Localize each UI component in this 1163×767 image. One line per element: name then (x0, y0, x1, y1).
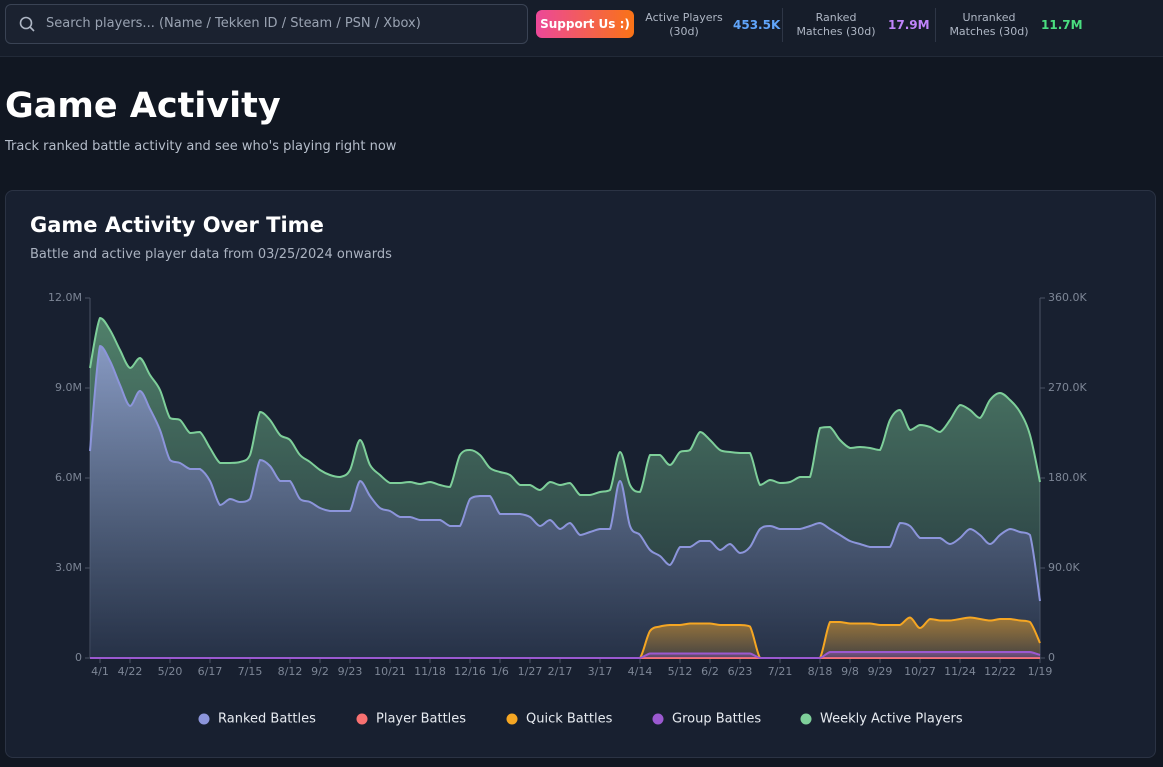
x-tick-label: 6/23 (728, 665, 753, 678)
stat-label: Unranked Matches (30d) (949, 11, 1029, 38)
stat-value: 453.5K (733, 18, 781, 32)
x-tick-label: 8/18 (808, 665, 833, 678)
legend-marker (800, 713, 812, 725)
stat-label: Ranked Matches (30d) (796, 11, 876, 38)
page-subtitle: Track ranked battle activity and see who… (5, 139, 397, 154)
x-tick-label: 5/12 (668, 665, 693, 678)
stat-label: Active Players (30d) (645, 11, 723, 38)
x-tick-label: 9/8 (841, 665, 859, 678)
stat: Ranked Matches (30d) 17.9M (792, 9, 930, 41)
search-placeholder: Search players... (Name / Tekken ID / St… (46, 16, 421, 31)
x-tick-label: 2/17 (548, 665, 573, 678)
legend-marker (506, 713, 518, 725)
chart-subtitle: Battle and active player data from 03/25… (30, 247, 392, 262)
y-tick-label: 12.0M (48, 291, 82, 304)
y2-tick-label: 360.0K (1048, 291, 1087, 304)
legend-label: Weekly Active Players (820, 712, 963, 727)
separator (935, 8, 936, 42)
x-tick-label: 5/20 (158, 665, 183, 678)
top-bar: Search players... (Name / Tekken ID / St… (0, 0, 1163, 57)
page-title: Game Activity (5, 86, 281, 126)
y-tick-label: 6.0M (55, 471, 82, 484)
search-box[interactable]: Search players... (Name / Tekken ID / St… (5, 4, 528, 44)
legend-label: Player Battles (376, 712, 466, 727)
x-tick-label: 10/21 (374, 665, 406, 678)
x-tick-label: 12/16 (454, 665, 486, 678)
x-tick-label: 7/15 (238, 665, 263, 678)
legend-label: Ranked Battles (218, 712, 316, 727)
x-tick-label: 4/14 (628, 665, 653, 678)
stat-value: 17.9M (888, 18, 930, 32)
x-tick-label: 1/27 (518, 665, 543, 678)
x-tick-label: 9/2 (311, 665, 329, 678)
y2-tick-label: 0 (1048, 651, 1055, 664)
x-tick-label: 7/21 (768, 665, 793, 678)
x-tick-label: 1/19 (1028, 665, 1053, 678)
line (89, 345, 1041, 602)
area (90, 346, 1040, 658)
legend-label: Quick Battles (526, 712, 613, 727)
stat: Unranked Matches (30d) 11.7M (945, 9, 1083, 41)
y-tick-label: 0 (75, 651, 82, 664)
search-icon (19, 16, 35, 32)
x-tick-label: 6/17 (198, 665, 223, 678)
line (89, 317, 1041, 496)
x-tick-label: 4/1 (91, 665, 109, 678)
legend-label: Group Battles (672, 712, 761, 727)
y2-tick-label: 180.0K (1048, 471, 1087, 484)
x-tick-label: 11/18 (414, 665, 446, 678)
separator (782, 8, 783, 42)
stat-value: 11.7M (1041, 18, 1083, 32)
y2-tick-label: 270.0K (1048, 381, 1087, 394)
chart-title: Game Activity Over Time (30, 213, 324, 237)
x-tick-label: 11/24 (944, 665, 976, 678)
y-tick-label: 9.0M (55, 381, 82, 394)
x-tick-label: 4/22 (118, 665, 143, 678)
x-tick-label: 8/12 (278, 665, 303, 678)
legend-marker (198, 713, 210, 725)
y2-tick-label: 90.0K (1048, 561, 1080, 574)
x-tick-label: 10/27 (904, 665, 936, 678)
support-button[interactable]: Support Us :) (536, 10, 634, 38)
stat: Active Players (30d) 453.5K (643, 9, 780, 41)
legend-marker (652, 713, 664, 725)
x-tick-label: 9/23 (338, 665, 363, 678)
line (90, 651, 1041, 659)
legend-marker (356, 713, 368, 725)
x-tick-label: 12/22 (984, 665, 1016, 678)
x-tick-label: 9/29 (868, 665, 893, 678)
x-tick-label: 6/2 (701, 665, 719, 678)
x-tick-label: 3/17 (588, 665, 613, 678)
y-tick-label: 3.0M (55, 561, 82, 574)
x-tick-label: 1/6 (491, 665, 509, 678)
